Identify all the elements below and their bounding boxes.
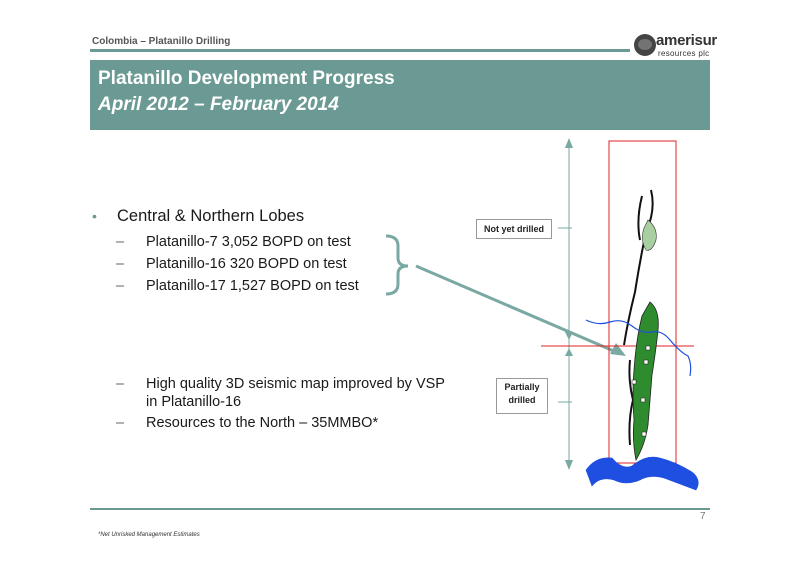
- callout-partially-line2: drilled: [508, 395, 536, 405]
- footnote: *Net Unrisked Management Estimates: [98, 532, 200, 538]
- dash-icon: –: [116, 234, 125, 250]
- list-item: – Platanillo-7 3,052 BOPD on test: [116, 233, 351, 251]
- header-rule: [90, 49, 630, 52]
- dimension-arrow-top-icon: [565, 138, 573, 148]
- dash-icon: –: [116, 256, 125, 272]
- slide-subtitle: April 2012 – February 2014: [98, 94, 339, 115]
- dash-icon: –: [116, 278, 125, 294]
- note-text: Resources to the North – 35MMBO*: [146, 415, 379, 431]
- well-text: Platanillo-17 1,527 BOPD on test: [146, 278, 359, 294]
- well-text: Platanillo-7 3,052 BOPD on test: [146, 234, 351, 250]
- callout-partially-line1: Partially: [504, 382, 540, 392]
- dash-icon: –: [116, 376, 125, 392]
- brace-icon: [385, 234, 409, 296]
- logo-name: amerisur: [656, 32, 717, 49]
- well-marker: [641, 431, 647, 437]
- well-marker: [631, 379, 637, 385]
- title-banner: [90, 60, 710, 130]
- dimension-arrow-mid-down-icon: [565, 348, 573, 356]
- drilled-lobe: [632, 301, 659, 462]
- list-item: – High quality 3D seismic map improved b…: [116, 375, 456, 411]
- main-bullet: • Central & Northern Lobes: [92, 207, 304, 226]
- well-marker: [645, 345, 651, 351]
- list-item: – Platanillo-17 1,527 BOPD on test: [116, 277, 359, 295]
- undrilled-lobe: [642, 219, 657, 251]
- slide-title: Platanillo Development Progress: [98, 68, 395, 89]
- well-marker: [640, 397, 646, 403]
- river: [585, 456, 699, 491]
- fault-line: [623, 189, 654, 346]
- fault-line: [637, 195, 643, 241]
- page-number: 7: [700, 511, 706, 522]
- callout-not-drilled: Not yet drilled: [476, 219, 552, 239]
- logo-globe-icon: [634, 34, 656, 56]
- pointer-arrow: [415, 264, 617, 354]
- dimension-arrow-bottom-icon: [565, 460, 573, 470]
- well-marker: [643, 359, 649, 365]
- stream: [585, 319, 692, 377]
- dash-icon: –: [116, 415, 125, 431]
- well-text: Platanillo-16 320 BOPD on test: [146, 256, 347, 272]
- note-text: High quality 3D seismic map improved by …: [146, 376, 445, 410]
- callout-partially-drilled: Partially drilled: [496, 378, 548, 414]
- company-logo: amerisur resources plc: [634, 32, 717, 64]
- list-item: – Resources to the North – 35MMBO*: [116, 414, 378, 432]
- main-bullet-text: Central & Northern Lobes: [117, 207, 305, 225]
- dimension-arrow-mid-up-icon: [565, 332, 573, 340]
- section-label: Colombia – Platanillo Drilling: [92, 36, 231, 47]
- callout-not-drilled-text: Not yet drilled: [483, 224, 544, 234]
- logo-subtitle: resources plc: [658, 49, 710, 58]
- list-item: – Platanillo-16 320 BOPD on test: [116, 255, 347, 273]
- footer-rule: [90, 508, 710, 510]
- fault-line: [628, 359, 635, 446]
- bullet-dot-icon: •: [92, 208, 97, 224]
- arrow-head-icon: [610, 343, 626, 356]
